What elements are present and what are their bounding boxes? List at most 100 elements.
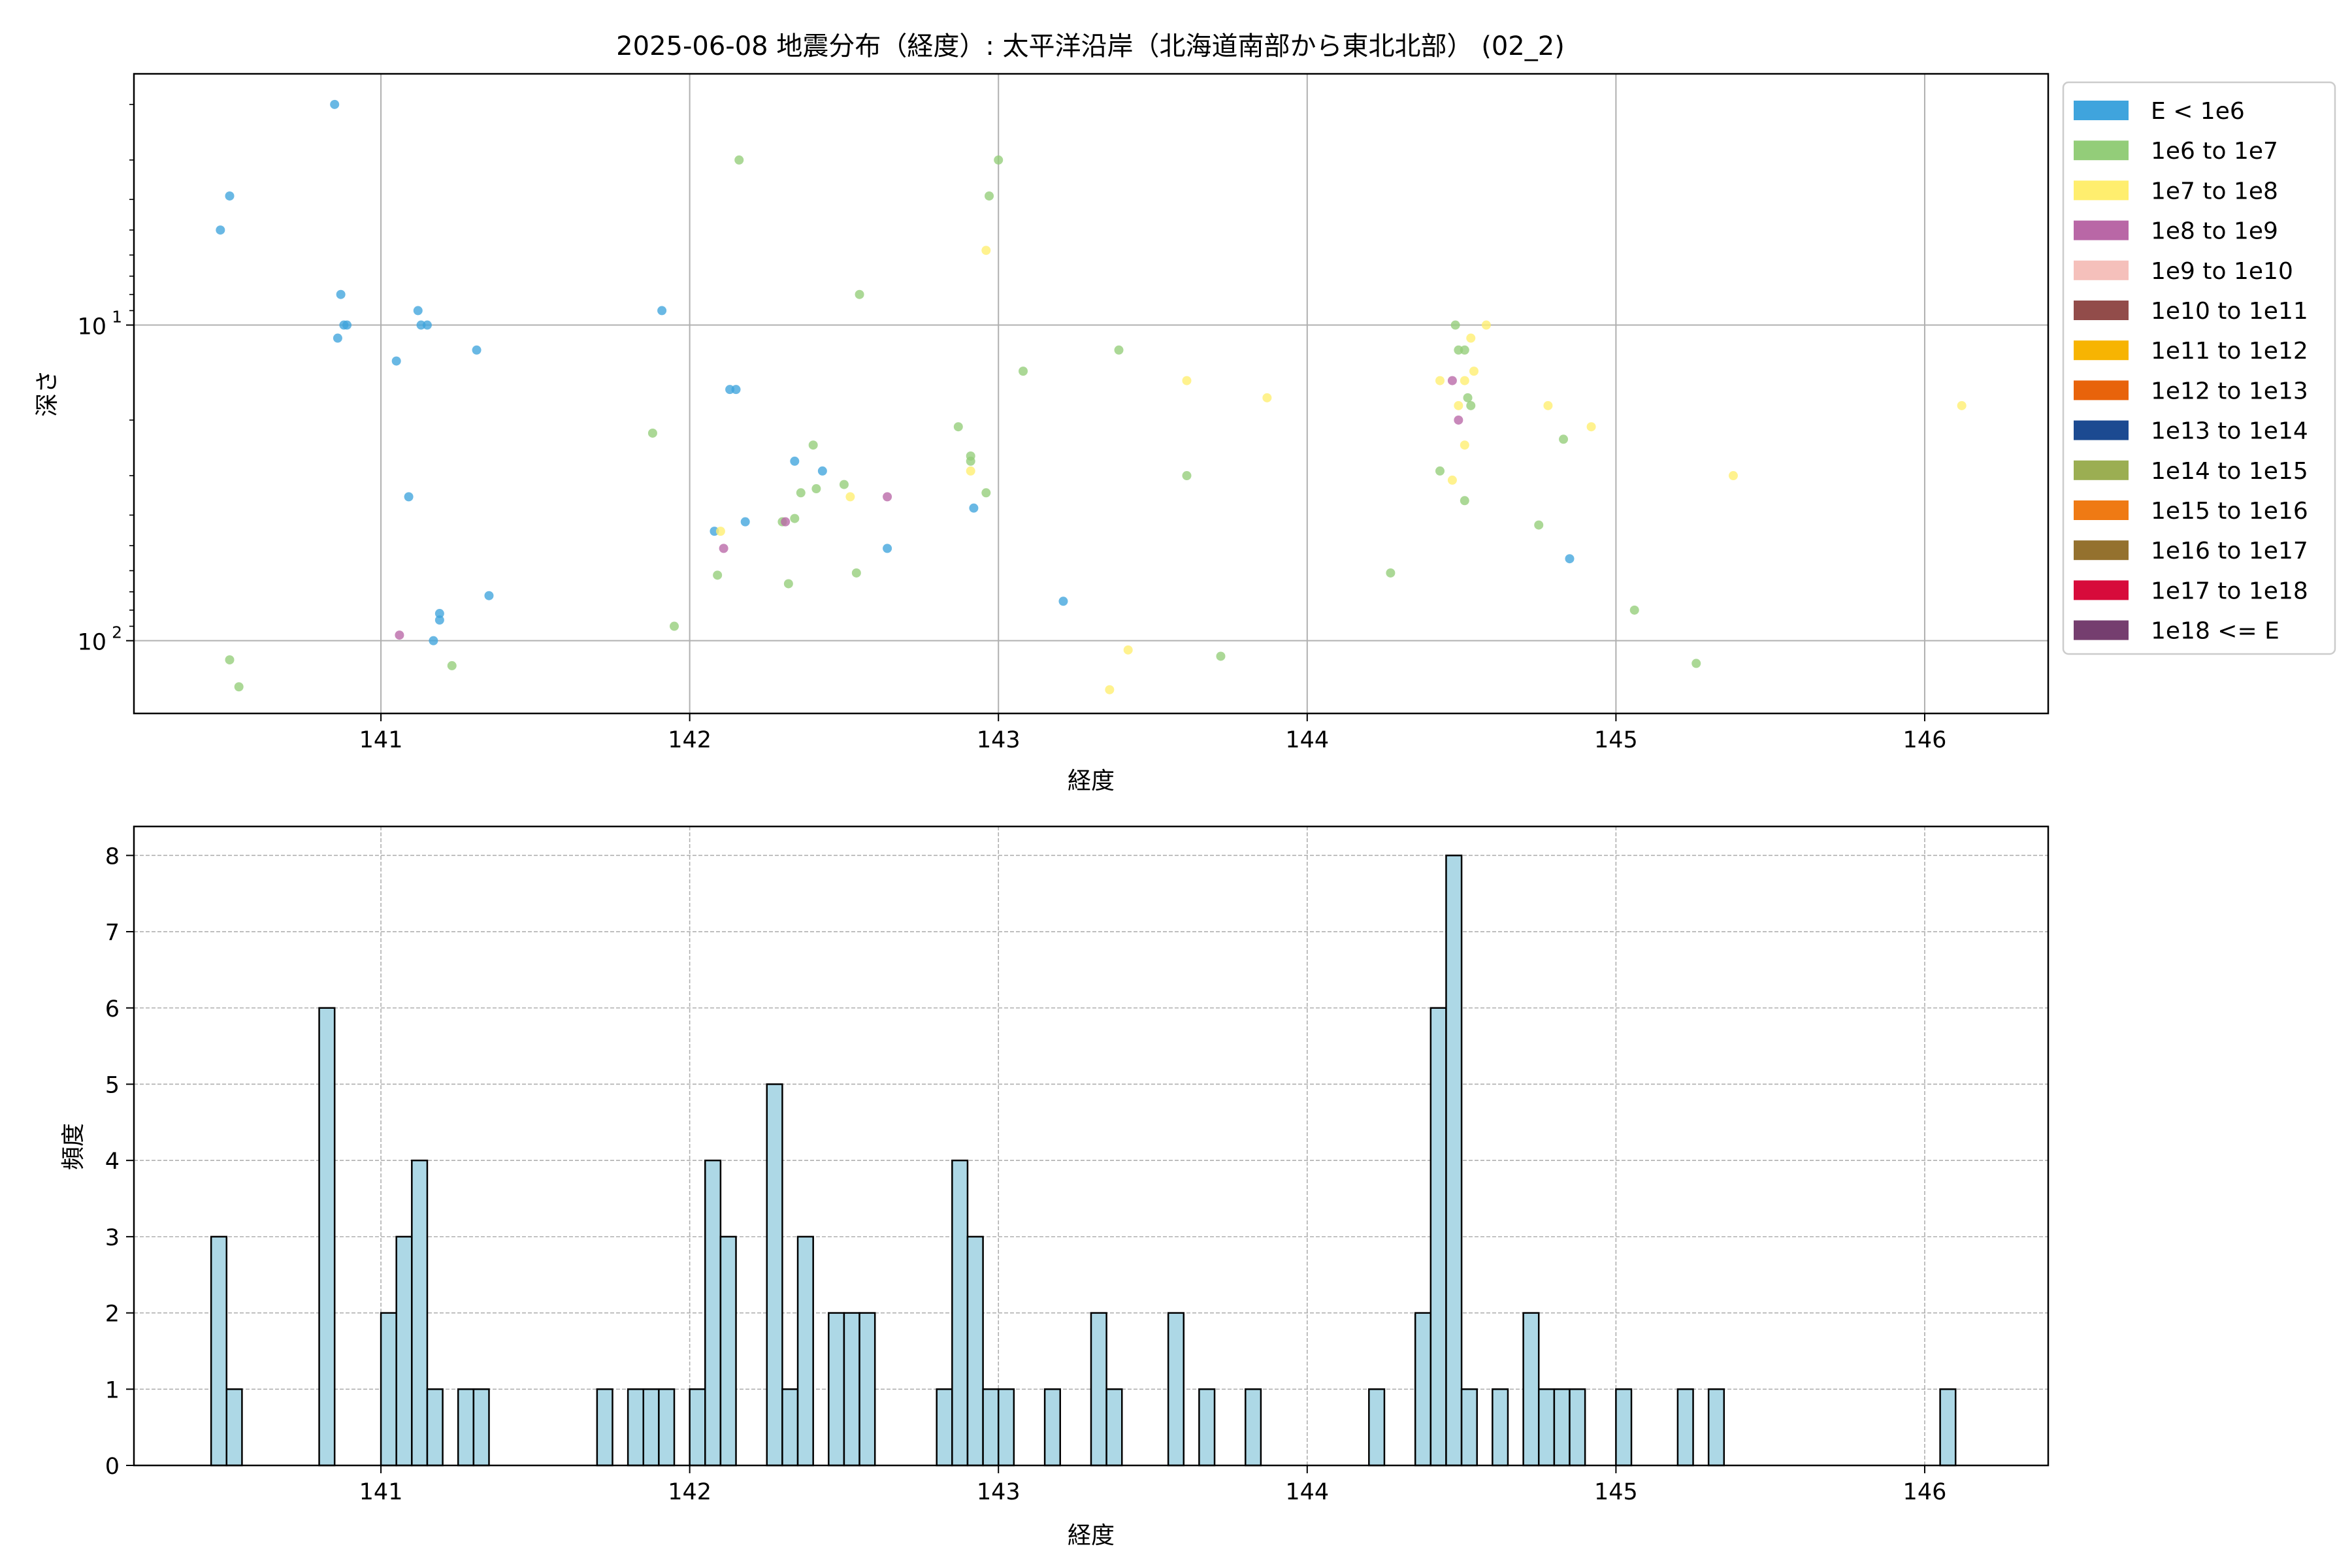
scatter-point: [234, 682, 244, 692]
scatter-point: [216, 225, 225, 235]
scatter-point: [811, 484, 821, 494]
scatter-points: [216, 99, 1967, 694]
scatter-point: [391, 356, 401, 366]
scatter-point: [1105, 685, 1115, 694]
histogram-bar: [457, 1388, 475, 1467]
histogram-bar: [719, 1235, 737, 1467]
histogram-y-tick-label: 2: [105, 1301, 120, 1328]
histogram-bar: [1198, 1388, 1216, 1467]
histogram-bar: [704, 1159, 722, 1467]
scatter-point: [796, 488, 806, 498]
histogram-bar: [1676, 1388, 1694, 1467]
histogram-x-tick-label: 144: [1285, 1479, 1329, 1505]
histogram-bar: [689, 1388, 706, 1467]
histogram-bar: [642, 1388, 660, 1467]
scatter-point: [1460, 496, 1469, 506]
legend-label: 1e16 to 1e17: [2151, 538, 2308, 564]
scatter-point: [1114, 345, 1124, 355]
histogram-y-tick-label: 0: [105, 1454, 120, 1480]
histogram-bar: [658, 1388, 676, 1467]
scatter-point: [1691, 659, 1701, 668]
scatter-point: [429, 636, 438, 645]
scatter-point: [1559, 434, 1569, 444]
histogram-bar: [1105, 1388, 1123, 1467]
scatter-point: [1182, 376, 1192, 385]
scatter-point: [839, 480, 849, 489]
histogram-x-tick-label: 143: [977, 1479, 1021, 1505]
scatter-point: [1469, 367, 1478, 376]
scatter-plot-area: [134, 74, 2048, 713]
histogram-bar: [1043, 1388, 1061, 1467]
histogram-x-tick-label: 145: [1594, 1479, 1638, 1505]
scatter-x-tick-label: 142: [668, 727, 711, 753]
scatter-point: [851, 568, 861, 578]
scatter-point: [783, 579, 793, 589]
scatter-point: [1728, 471, 1738, 481]
scatter-point: [1463, 393, 1473, 402]
histogram-bar: [1939, 1388, 1957, 1467]
histogram-bar: [411, 1159, 429, 1467]
histogram-y-tick-label: 1: [105, 1377, 120, 1403]
scatter-point: [845, 492, 855, 502]
scatter-point: [1534, 520, 1544, 530]
legend-swatch: [2074, 420, 2129, 440]
legend-swatch: [2074, 260, 2129, 280]
legend-label: 1e6 to 1e7: [2151, 138, 2278, 165]
scatter-point: [1447, 376, 1457, 385]
legend-label: 1e11 to 1e12: [2151, 338, 2308, 365]
scatter-point: [1565, 554, 1575, 564]
scatter-point: [434, 615, 444, 625]
scatter-point: [1447, 475, 1457, 485]
scatter-point: [985, 191, 994, 201]
histogram-y-tick-label: 6: [105, 996, 120, 1022]
scatter-point: [883, 492, 892, 502]
scatter-point: [1058, 596, 1068, 606]
scatter-point: [731, 385, 741, 395]
scatter-point: [1450, 320, 1460, 330]
scatter-point: [1435, 376, 1445, 385]
histogram-y-ticks: 0 1 2 3 4 5 6 7 8: [105, 843, 134, 1480]
legend: E < 1e6 1e6 to 1e7 1e7 to 1e8 1e8 to 1e9 1e9…: [2062, 81, 2336, 655]
histogram-bar: [1429, 1007, 1447, 1467]
scatter-point: [657, 306, 667, 316]
histogram-bar: [225, 1388, 243, 1467]
histogram-bar: [796, 1235, 814, 1467]
legend-label: 1e7 to 1e8: [2151, 178, 2278, 204]
scatter-y-tick-exponent: 1: [112, 308, 122, 327]
histogram-y-tick-label: 7: [105, 920, 120, 946]
histogram-bar: [828, 1312, 845, 1467]
histogram-bar: [1569, 1388, 1586, 1467]
scatter-panel: 141 142 143 144 145 146 10 1 10 2 経度 深さ: [34, 73, 2050, 794]
scatter-point: [395, 630, 404, 640]
scatter-frame: [133, 73, 2050, 715]
histogram-bar: [426, 1388, 444, 1467]
histogram-bar: [380, 1312, 397, 1467]
scatter-y-tick-label: 10: [77, 630, 106, 656]
scatter-point: [1262, 393, 1272, 402]
legend-swatch: [2074, 460, 2129, 480]
histogram-bar: [1460, 1388, 1478, 1467]
scatter-x-axis-label: 経度: [1068, 768, 1115, 794]
scatter-point: [1454, 400, 1463, 410]
histogram-bar: [997, 1388, 1015, 1467]
scatter-point: [713, 570, 723, 580]
scatter-point: [670, 621, 679, 631]
histogram-bar: [210, 1235, 228, 1467]
histogram-x-tick-label: 142: [668, 1479, 711, 1505]
scatter-point: [1466, 333, 1476, 343]
histogram-y-tick-label: 8: [105, 843, 120, 870]
scatter-point: [1182, 471, 1192, 481]
legend-items: E < 1e6 1e6 to 1e7 1e7 to 1e8 1e8 to 1e9 1e9…: [2074, 98, 2308, 645]
scatter-point: [719, 544, 728, 553]
legend-swatch: [2074, 540, 2129, 561]
histogram-x-axis-label: 経度: [1068, 1522, 1115, 1549]
legend-swatch: [2074, 620, 2129, 640]
scatter-point: [953, 422, 963, 432]
scatter-point: [966, 466, 975, 476]
histogram-bar: [843, 1312, 860, 1467]
scatter-point: [225, 191, 235, 201]
scatter-point: [330, 99, 340, 109]
scatter-point: [1460, 345, 1469, 355]
histogram-bar: [1445, 855, 1463, 1467]
